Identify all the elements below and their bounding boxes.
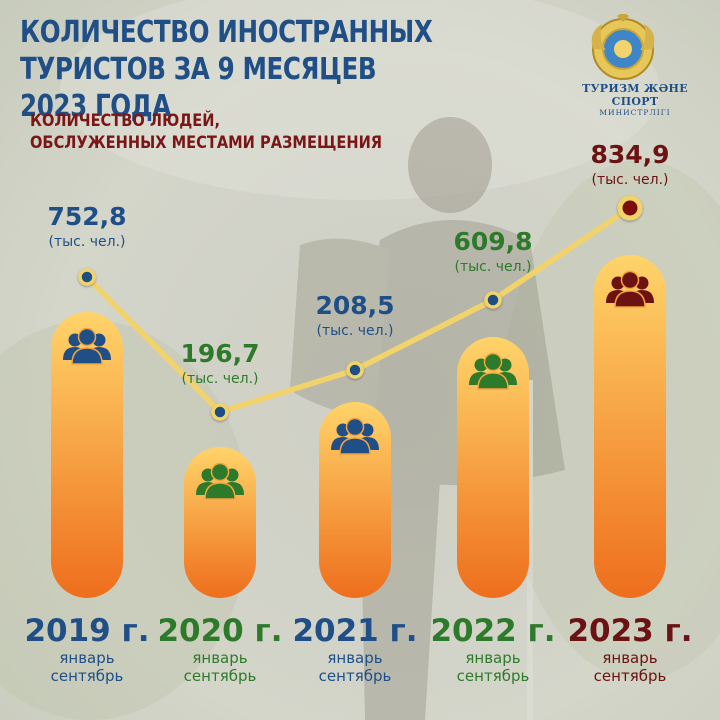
people-group-icon <box>469 352 517 390</box>
value-label-0: 752,8 <box>47 202 126 231</box>
subtitle-line-2: ОБСЛУЖЕННЫХ МЕСТАМИ РАЗМЕЩЕНИЯ <box>30 133 383 153</box>
ministry-name-line-2: МИНИСТРЛІГІ <box>599 108 671 117</box>
year-label-0: 2019 г. <box>24 613 149 649</box>
people-group-icon <box>331 417 379 455</box>
ministry-logo: ТУРИЗМ ЖӘНЕ СПОРТ МИНИСТРЛІГІ <box>565 82 705 117</box>
bar-3 <box>457 337 529 598</box>
ministry-name-line-1: ТУРИЗМ ЖӘНЕ СПОРТ <box>582 82 688 108</box>
title-line-1: КОЛИЧЕСТВО ИНОСТРАННЫХ <box>20 15 433 50</box>
period-end-4: сентябрь <box>594 667 667 685</box>
people-group-icon <box>196 462 244 500</box>
value-label-4: 834,9 <box>590 140 669 169</box>
page-title: КОЛИЧЕСТВО ИНОСТРАННЫХ ТУРИСТОВ ЗА 9 МЕС… <box>20 14 446 125</box>
bar-4 <box>594 255 666 598</box>
unit-label-2: (тыс. чел.) <box>316 323 393 339</box>
period-start-3: январь <box>465 649 520 667</box>
value-label-1: 196,7 <box>180 339 259 368</box>
bars-layer <box>51 255 666 598</box>
period-start-4: январь <box>602 649 657 667</box>
value-label-2: 208,5 <box>315 291 394 320</box>
value-label-3: 609,8 <box>453 227 532 256</box>
period-end-2: сентябрь <box>319 667 392 685</box>
bar-2 <box>319 402 391 598</box>
state-emblem-icon <box>591 14 655 80</box>
year-label-2: 2021 г. <box>292 613 417 649</box>
period-end-1: сентябрь <box>184 667 257 685</box>
bar-0 <box>51 312 123 598</box>
subtitle-line-1: КОЛИЧЕСТВО ЛЮДЕЙ, <box>30 111 221 131</box>
year-label-3: 2022 г. <box>430 613 555 649</box>
title-line-2: ТУРИСТОВ ЗА 9 МЕСЯЦЕВ 2023 ГОДА <box>20 52 377 124</box>
unit-label-3: (тыс. чел.) <box>454 259 531 275</box>
labels-layer: 752,8(тыс. чел.)2019 г.январьсентябрь196… <box>24 140 692 685</box>
data-point-4 <box>617 195 643 221</box>
data-point-3 <box>484 291 502 309</box>
data-point-1 <box>211 403 229 421</box>
data-point-2 <box>346 361 364 379</box>
unit-label-4: (тыс. чел.) <box>591 172 668 188</box>
unit-label-0: (тыс. чел.) <box>48 234 125 250</box>
period-end-3: сентябрь <box>457 667 530 685</box>
period-end-0: сентябрь <box>51 667 124 685</box>
data-point-0 <box>78 268 96 286</box>
trend-line-layer <box>78 195 643 421</box>
period-start-2: январь <box>327 649 382 667</box>
people-group-icon <box>606 270 654 308</box>
year-label-1: 2020 г. <box>157 613 282 649</box>
period-start-1: январь <box>192 649 247 667</box>
year-label-4: 2023 г. <box>567 613 692 649</box>
chart-subtitle: КОЛИЧЕСТВО ЛЮДЕЙ, ОБСЛУЖЕННЫХ МЕСТАМИ РА… <box>30 110 477 154</box>
people-group-icon <box>63 327 111 365</box>
unit-label-1: (тыс. чел.) <box>181 371 258 387</box>
period-start-0: январь <box>59 649 114 667</box>
